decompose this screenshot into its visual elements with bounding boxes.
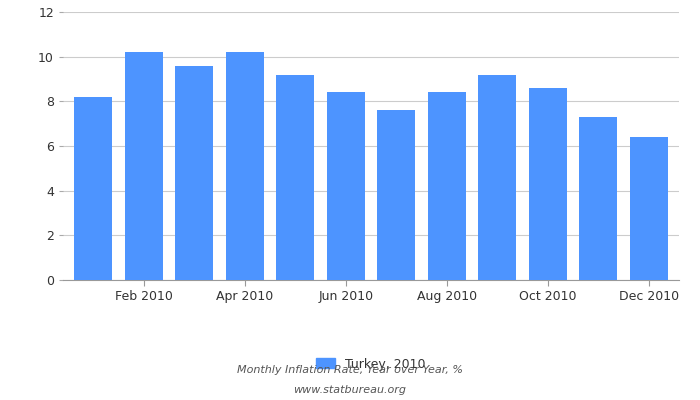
Bar [580, 117, 617, 280]
Bar [74, 97, 112, 280]
Bar [428, 92, 466, 280]
Bar [528, 88, 567, 280]
Legend: Turkey, 2010: Turkey, 2010 [312, 352, 430, 376]
Bar [175, 66, 214, 280]
Bar [276, 74, 314, 280]
Bar [125, 52, 162, 280]
Bar [377, 110, 415, 280]
Bar [478, 74, 516, 280]
Bar [630, 137, 668, 280]
Bar [226, 52, 264, 280]
Bar [327, 92, 365, 280]
Text: Monthly Inflation Rate, Year over Year, %: Monthly Inflation Rate, Year over Year, … [237, 365, 463, 375]
Text: www.statbureau.org: www.statbureau.org [293, 385, 407, 395]
